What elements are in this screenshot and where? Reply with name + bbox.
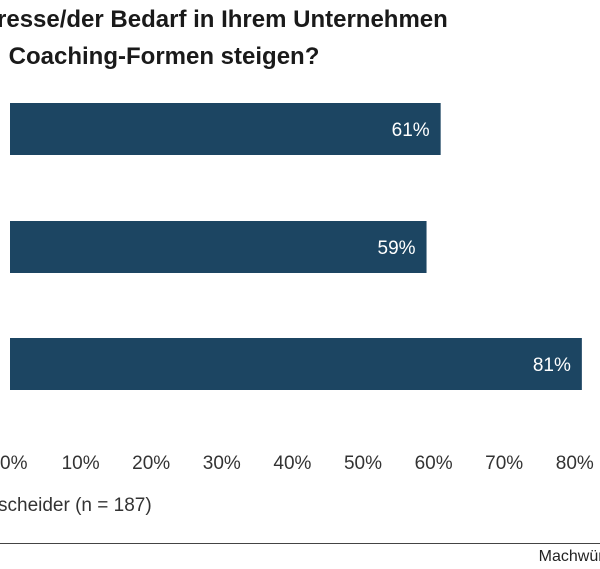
- brand-label: Machwürt: [538, 548, 600, 565]
- x-tick-label: 20%: [132, 453, 170, 474]
- bar-value-label-2: 59%: [378, 238, 416, 259]
- x-tick-label: 50%: [344, 453, 382, 474]
- bar-2: [10, 221, 427, 273]
- x-tick-label: 40%: [273, 453, 311, 474]
- source-note: scheider (n = 187): [0, 495, 152, 516]
- bar-value-label-1: 61%: [392, 120, 430, 141]
- x-tick-label: 10%: [62, 453, 100, 474]
- x-tick-label: 80%: [556, 453, 594, 474]
- footer-divider: [0, 543, 600, 544]
- x-tick-label: 0%: [0, 453, 28, 474]
- x-tick-label: 60%: [415, 453, 453, 474]
- x-tick-label: 30%: [203, 453, 241, 474]
- title-line-2: Coaching-Formen steigen?: [2, 43, 320, 70]
- bar-1: [10, 103, 441, 155]
- x-tick-label: 70%: [485, 453, 523, 474]
- bar-3: [10, 338, 582, 390]
- title-line-1: resse/der Bedarf in Ihrem Unternehmen: [0, 6, 448, 33]
- bar-value-label-3: 81%: [533, 355, 571, 376]
- chart-title: resse/der Bedarf in Ihrem Unternehmen Co…: [0, 0, 448, 111]
